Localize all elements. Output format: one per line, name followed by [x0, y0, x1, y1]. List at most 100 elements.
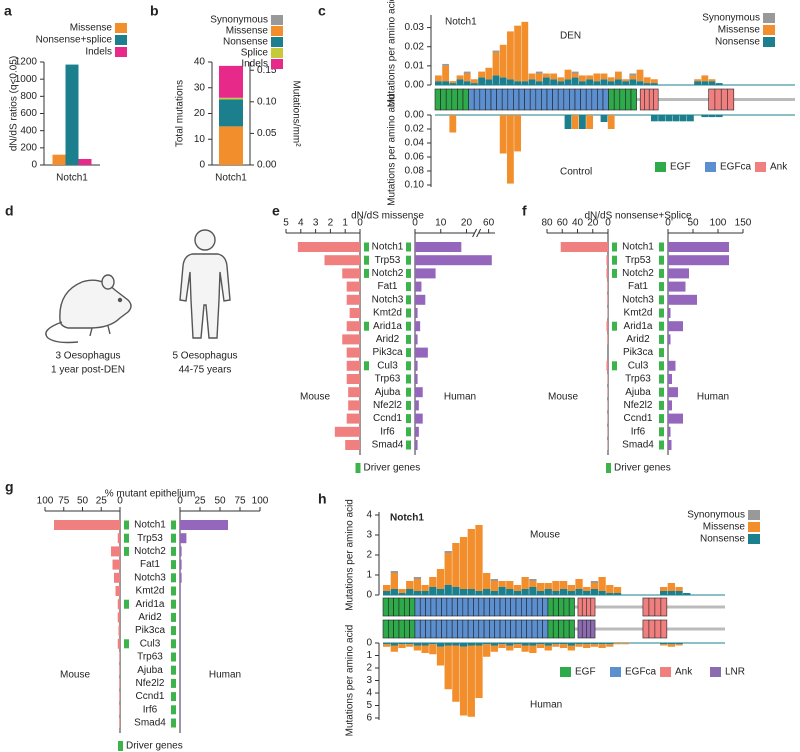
tick-label: 0.02 [405, 41, 425, 52]
histogram-bar [651, 79, 658, 84]
histogram-bar [606, 644, 614, 647]
domain-box [602, 88, 609, 111]
bar [668, 242, 729, 252]
tick-label: 100 [710, 218, 727, 229]
bar [560, 242, 608, 252]
histogram-bar [583, 587, 591, 591]
domain-box [468, 88, 475, 111]
histogram-bar [383, 644, 391, 647]
domain-box [591, 88, 598, 111]
driver-marker [364, 255, 369, 265]
histogram-bar [421, 643, 429, 646]
gene-label: Pik3ca [135, 625, 165, 636]
tick-label: 50 [687, 218, 699, 229]
legend-label: Synonymous [210, 15, 268, 26]
tick-label: 75 [58, 496, 70, 507]
tick-label: 800 [20, 91, 37, 102]
gene-label: Notch2 [134, 546, 166, 557]
histogram-bar [559, 644, 568, 648]
gene-label: Notch2 [622, 268, 654, 279]
legend-label: Driver genes [614, 463, 671, 474]
domain-box [574, 88, 581, 111]
domain-box [462, 619, 469, 639]
tick-label: 60 [557, 218, 569, 229]
bar [415, 426, 419, 437]
domain-box [563, 619, 570, 639]
legend-label: Ank [770, 162, 788, 173]
driver-marker [124, 599, 129, 609]
histogram-bar [492, 52, 500, 76]
histogram-bar [463, 73, 471, 82]
driver-marker [406, 255, 411, 265]
driver-marker [406, 321, 411, 331]
bar [415, 242, 462, 252]
legend-swatch [705, 162, 716, 172]
driver-marker [406, 282, 411, 292]
histogram-bar [536, 643, 545, 645]
tick-label: 0.15 [257, 65, 277, 76]
domain-box [568, 597, 575, 617]
histogram-bar [586, 79, 593, 85]
legend-label: Missense [703, 522, 746, 533]
domain-box [568, 619, 575, 639]
bar [668, 426, 671, 437]
bar [668, 281, 686, 292]
domain-box [531, 597, 538, 617]
mouse-icon [45, 274, 132, 344]
histogram-bar [552, 643, 560, 645]
driver-marker [171, 520, 176, 530]
legend-label: EGF [670, 162, 691, 173]
histogram-bar [544, 589, 552, 595]
driver-marker [406, 414, 411, 424]
histogram-bar [467, 643, 475, 646]
bar [348, 400, 360, 411]
domain-box [409, 597, 416, 617]
legend-label: Missense [70, 23, 113, 34]
bar [180, 718, 181, 728]
domain-box [467, 619, 474, 639]
legend-swatch [560, 667, 571, 677]
domain-box [526, 597, 533, 617]
histogram-bar [467, 645, 475, 717]
driver-marker [612, 242, 617, 252]
tick-label: 0 [199, 160, 205, 171]
histogram-bar [536, 583, 545, 591]
histogram-bar [521, 645, 529, 652]
legend-label: EGFca [625, 667, 657, 678]
histogram-bar [528, 73, 536, 80]
histogram-bar [613, 643, 622, 645]
domain-box [585, 88, 593, 111]
histogram-bar [675, 644, 683, 646]
tick-label: 0.01 [405, 60, 425, 71]
driver-marker [659, 414, 664, 424]
tick-label: 60 [483, 218, 495, 229]
histogram-bar [535, 81, 543, 85]
bar [180, 599, 181, 610]
domain-box [478, 597, 485, 617]
gene-label: Trp63 [137, 652, 163, 663]
domain-box [489, 597, 496, 617]
bar [415, 294, 426, 305]
bar [180, 691, 181, 702]
legend-label: LNR [725, 667, 745, 678]
domain-box [542, 619, 549, 639]
histogram-bar [507, 79, 514, 85]
histogram-bar [513, 585, 522, 591]
domain-box [457, 619, 464, 639]
driver-marker [124, 520, 129, 530]
driver-marker [171, 612, 176, 622]
y-axis-label: Mutations per amino acid [345, 625, 356, 737]
driver-marker [659, 295, 664, 305]
bar [606, 321, 608, 332]
driver-marker [659, 268, 664, 278]
domain-box [597, 88, 604, 111]
bar [668, 334, 671, 345]
domain-box [547, 619, 554, 639]
domain-box [393, 619, 400, 639]
side-label: Human [209, 670, 241, 681]
bar [118, 625, 120, 636]
histogram-bar [600, 115, 608, 122]
tick-label: 0 [412, 218, 418, 229]
domain-box [457, 597, 464, 617]
driver-marker [124, 639, 129, 649]
